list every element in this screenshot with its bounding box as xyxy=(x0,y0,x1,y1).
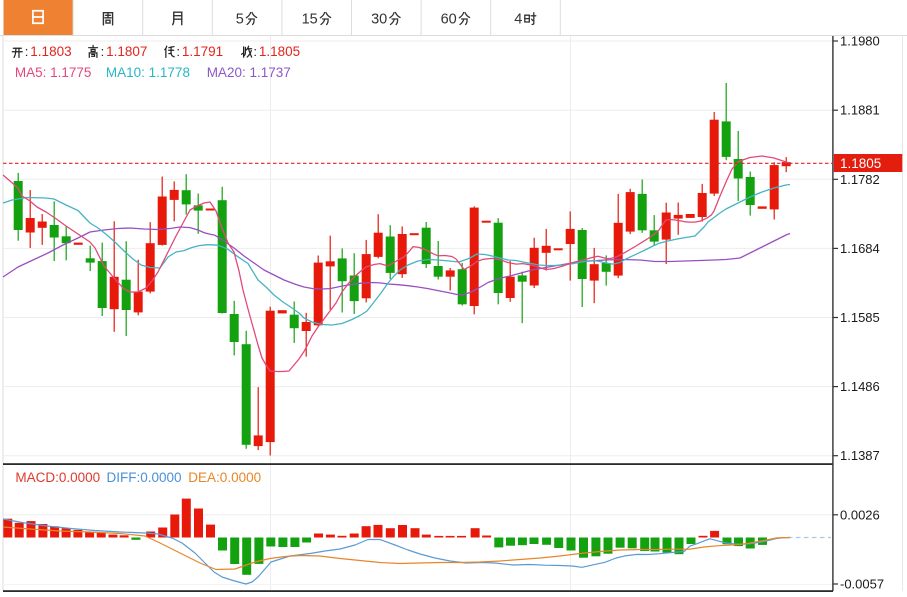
svg-text:1.1805: 1.1805 xyxy=(840,156,881,171)
svg-text:30: 30 xyxy=(371,12,387,28)
svg-text:1.1881: 1.1881 xyxy=(840,103,880,118)
svg-text:MACD:0.0000: MACD:0.0000 xyxy=(15,470,100,485)
svg-text:DIFF:0.0000: DIFF:0.0000 xyxy=(107,470,182,485)
svg-text::: : xyxy=(25,44,29,59)
svg-text::: : xyxy=(253,44,257,59)
svg-text:60: 60 xyxy=(441,12,457,28)
svg-text:1.1807: 1.1807 xyxy=(106,44,147,59)
svg-text:-0.0057: -0.0057 xyxy=(840,577,884,592)
svg-text:1.1486: 1.1486 xyxy=(840,379,880,394)
svg-text:1.1791: 1.1791 xyxy=(182,44,223,59)
svg-text:1.1585: 1.1585 xyxy=(840,310,880,325)
svg-text:1.1782: 1.1782 xyxy=(840,172,880,187)
svg-text:15: 15 xyxy=(302,12,318,28)
svg-text:4: 4 xyxy=(514,12,522,28)
svg-text:MA5: 1.1775: MA5: 1.1775 xyxy=(15,65,92,80)
svg-text:1.1980: 1.1980 xyxy=(840,34,880,49)
svg-text:1.1803: 1.1803 xyxy=(30,44,71,59)
svg-text::: : xyxy=(176,44,180,59)
svg-text:DEA:0.0000: DEA:0.0000 xyxy=(188,470,261,485)
svg-text:1.1805: 1.1805 xyxy=(259,44,300,59)
svg-text:MA20: 1.1737: MA20: 1.1737 xyxy=(207,65,291,80)
svg-text:1.1684: 1.1684 xyxy=(840,241,880,256)
svg-text:0.0026: 0.0026 xyxy=(840,507,880,522)
svg-text:MA10: 1.1778: MA10: 1.1778 xyxy=(106,65,190,80)
svg-text:1.1387: 1.1387 xyxy=(840,448,880,463)
svg-text::: : xyxy=(101,44,105,59)
svg-text:5: 5 xyxy=(236,12,244,28)
